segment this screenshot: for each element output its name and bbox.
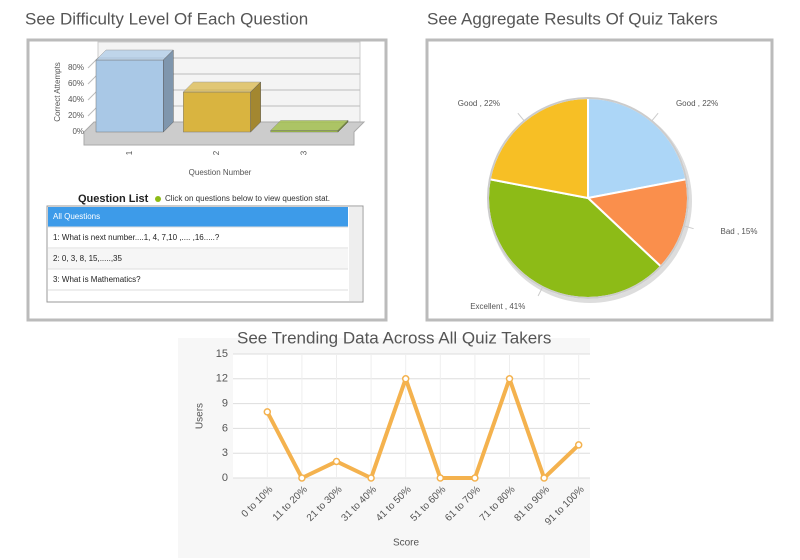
point: [401, 375, 410, 383]
y-tick-label: 20%: [68, 111, 84, 120]
scrollbar: [349, 207, 362, 301]
list-item[interactable]: 2: 0, 3, 8, 15,.....,35: [53, 254, 122, 263]
panel-title: See Difficulty Level Of Each Question: [25, 9, 308, 28]
y-tick-label: 6: [222, 422, 228, 434]
point: [367, 474, 375, 482]
x-tick-label: 1: [125, 150, 134, 155]
leader: [517, 112, 525, 122]
slice-label: Good , 22%: [458, 99, 500, 108]
list-item[interactable]: All Questions: [53, 212, 100, 221]
slice-label: Good , 22%: [676, 99, 718, 108]
bar-top: [95, 49, 174, 61]
point: [574, 441, 583, 449]
leader: [651, 112, 659, 122]
bar: [183, 91, 251, 133]
point: [540, 474, 548, 482]
list-item-bg[interactable]: [48, 228, 348, 248]
y-tick-label: 60%: [68, 79, 84, 88]
slice-label: Excellent , 41%: [470, 302, 525, 311]
panel-title: See Trending Data Across All Quiz Takers: [237, 328, 551, 347]
bar-side: [163, 49, 174, 133]
y-tick-label: 9: [222, 398, 228, 410]
point: [436, 474, 445, 482]
list-item-bg[interactable]: [48, 207, 348, 227]
leader: [537, 286, 544, 297]
y-tick-label: 40%: [68, 95, 84, 104]
x-axis-label: Question Number: [189, 168, 252, 177]
y-tick-label: 80%: [68, 63, 84, 72]
list-item-bg[interactable]: [48, 270, 348, 290]
x-tick-label: 3: [299, 150, 308, 155]
list-title: Question List: [78, 193, 149, 205]
line: [265, 376, 581, 480]
list-hint: Click on questions below to view questio…: [165, 194, 330, 203]
y-tick-label: 0: [222, 472, 228, 484]
point: [298, 474, 306, 482]
pie-rim: [487, 97, 689, 299]
leader: [683, 225, 694, 230]
y-axis-label: Correct Attempts: [53, 62, 62, 122]
bar-side: [337, 119, 349, 133]
y-tick-label: 15: [216, 348, 228, 360]
hint-icon: [155, 196, 161, 202]
bar-top: [270, 120, 349, 131]
bar-side: [250, 81, 261, 133]
panel-title: See Aggregate Results Of Quiz Takers: [427, 9, 718, 28]
y-axis-label: Users: [195, 403, 206, 429]
y-tick-label: 12: [216, 373, 228, 385]
bar: [95, 59, 164, 133]
bar-top: [182, 81, 262, 93]
y-tick-label: 0%: [72, 127, 84, 136]
point: [505, 375, 514, 383]
list-item[interactable]: 3: What is Mathematics?: [53, 275, 141, 284]
point: [263, 408, 272, 416]
x-tick-label: 2: [212, 150, 221, 155]
y-tick-label: 3: [222, 447, 228, 459]
list-item[interactable]: 1: What is next number....1, 4, 7,10 ,..…: [53, 233, 220, 242]
x-axis-label: Score: [393, 538, 420, 549]
list-item-bg[interactable]: [48, 249, 348, 269]
slice-label: Bad , 15%: [721, 227, 758, 236]
point: [332, 457, 341, 466]
point: [471, 474, 479, 482]
